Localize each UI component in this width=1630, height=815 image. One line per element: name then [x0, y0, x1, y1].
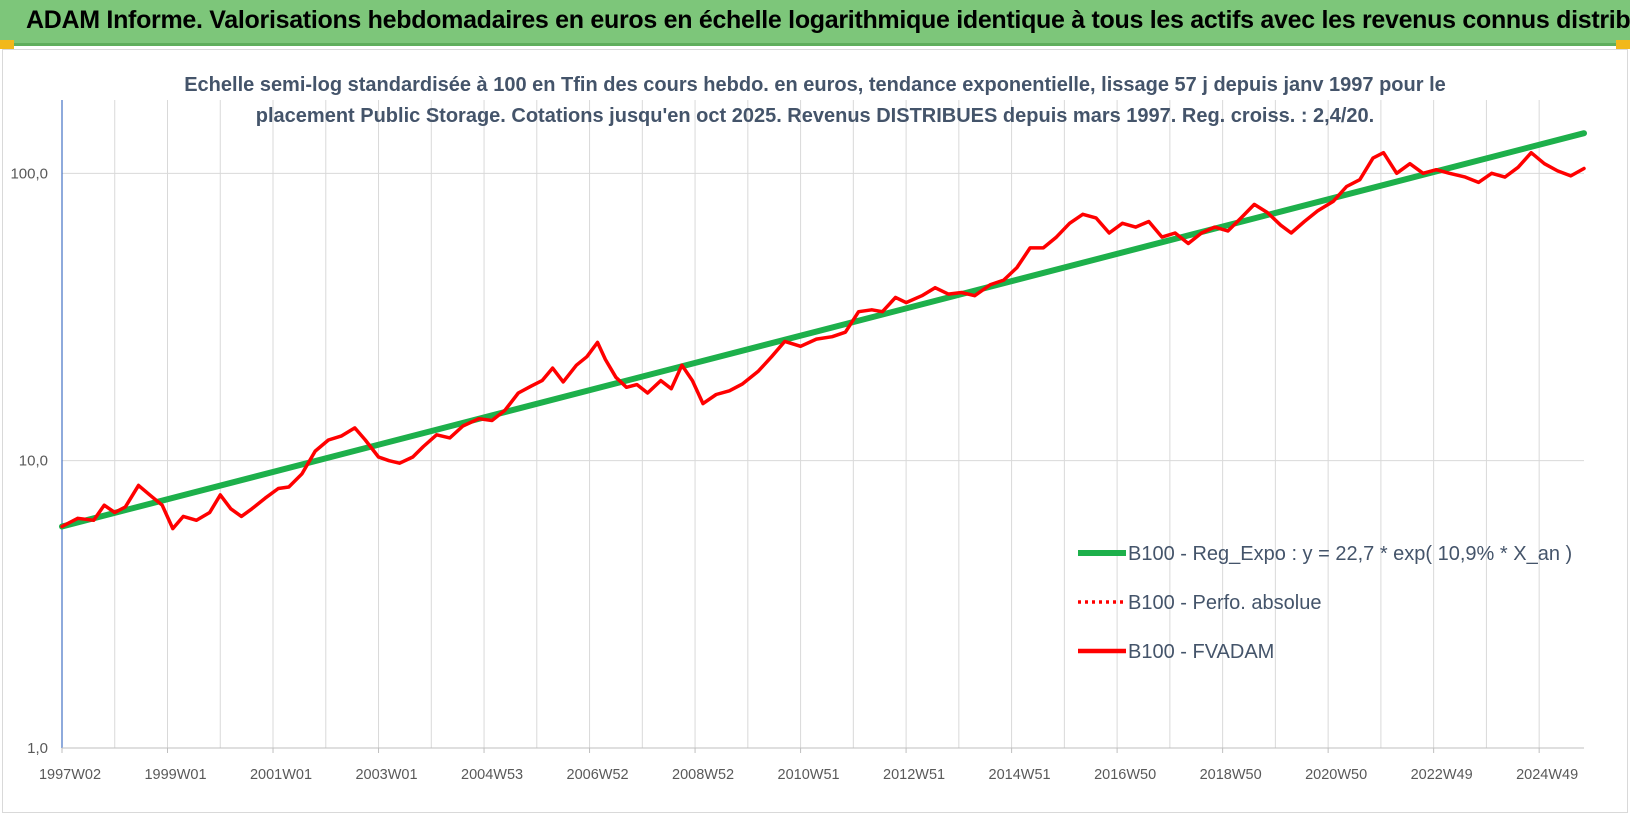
- legend-label-2: B100 - FVADAM: [1128, 641, 1274, 663]
- x-tick-label-4: 2004W53: [461, 767, 523, 783]
- series-layer: [59, 130, 1587, 531]
- y-tick-label-2: 100,0: [10, 165, 48, 182]
- legend-label-1: B100 - Perfo. absolue: [1128, 592, 1321, 614]
- x-tick-label-8: 2012W51: [883, 767, 945, 783]
- report-banner: ADAM Informe. Valorisations hebdomadaire…: [0, 0, 1630, 46]
- series-line-0: [59, 130, 1587, 530]
- chart-legend: B100 - Reg_Expo : y = 22,7 * exp( 10,9% …: [1078, 543, 1572, 663]
- x-tick-label-3: 2003W01: [355, 767, 417, 783]
- corner-marker-left: [0, 40, 14, 49]
- x-tick-label-13: 2022W49: [1411, 767, 1473, 783]
- x-tick-label-6: 2008W52: [672, 767, 734, 783]
- grid-layer: [61, 100, 1584, 749]
- y-tick-label-0: 1,0: [27, 740, 48, 757]
- chart-subtitle-line-0: Echelle semi-log standardisée à 100 en T…: [184, 74, 1446, 96]
- x-tick-label-1: 1999W01: [144, 767, 206, 783]
- x-tick-label-10: 2016W50: [1094, 767, 1156, 783]
- report-title: ADAM Informe. Valorisations hebdomadaire…: [26, 6, 1630, 34]
- series-line-2: [60, 150, 1586, 531]
- legend-label-0: B100 - Reg_Expo : y = 22,7 * exp( 10,9% …: [1128, 543, 1572, 565]
- axis-layer: 1,0 10,0 100,0 1997W02 1999W01 2001W01 2003W01…: [10, 100, 1584, 783]
- corner-marker-right: [1616, 40, 1630, 49]
- x-tick-label-5: 2006W52: [567, 767, 629, 783]
- x-tick-label-7: 2010W51: [778, 767, 840, 783]
- x-tick-label-0: 1997W02: [39, 767, 101, 783]
- chart-subtitle: Echelle semi-log standardisée à 100 en T…: [184, 74, 1446, 127]
- x-tick-label-12: 2020W50: [1305, 767, 1367, 783]
- chart-subtitle-line-1: placement Public Storage. Cotations jusq…: [256, 105, 1374, 127]
- y-tick-label-1: 10,0: [19, 453, 48, 470]
- x-tick-label-2: 2001W01: [250, 767, 312, 783]
- x-tick-label-9: 2014W51: [989, 767, 1051, 783]
- x-tick-label-11: 2018W50: [1200, 767, 1262, 783]
- x-tick-label-14: 2024W49: [1516, 767, 1578, 783]
